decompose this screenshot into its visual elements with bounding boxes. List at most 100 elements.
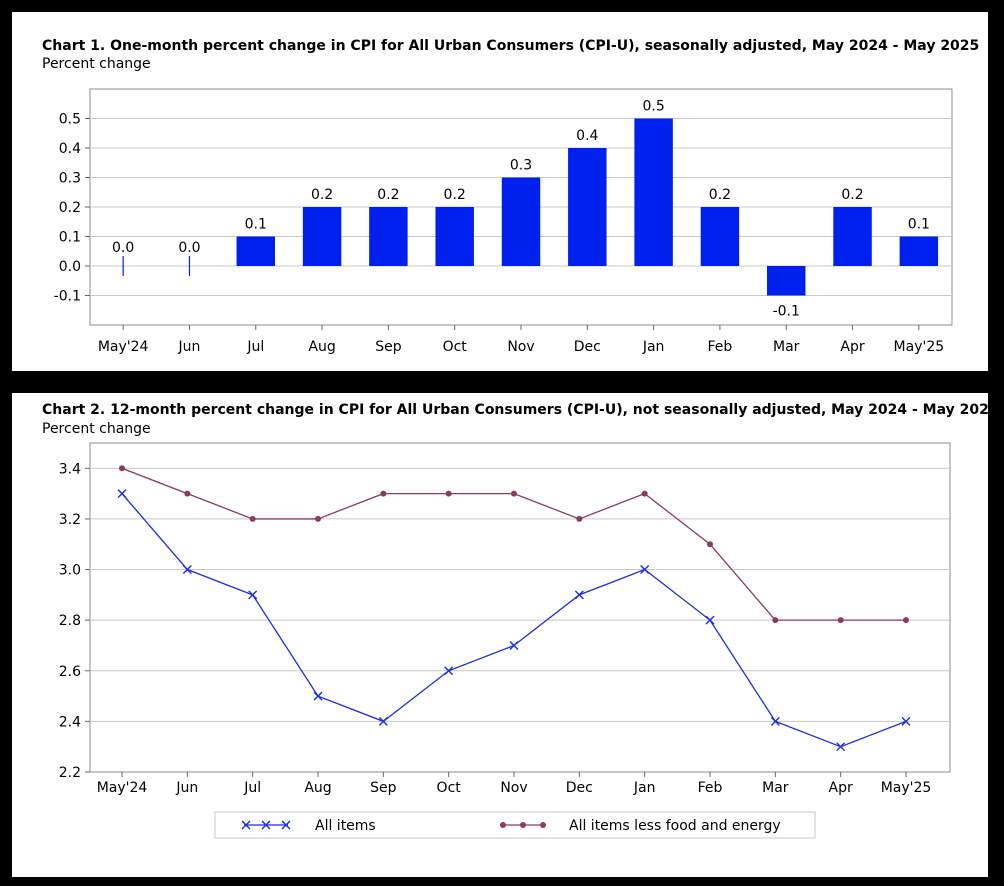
chart2-point-all-items-stroke (640, 565, 650, 575)
chart1-data-label: 0.5 (642, 99, 664, 115)
chart1-x-tick-label: Dec (574, 339, 601, 355)
chart1-data-label: 0.1 (908, 217, 930, 233)
chart2-y-tick-label: 2.4 (59, 714, 81, 730)
chart2-legend-marker-all-items (241, 820, 251, 830)
chart2-point-all-items (117, 489, 127, 499)
chart2-subtitle: Percent change (42, 421, 151, 437)
chart1-svg: -0.1 0.0 0.1 0.2 0.3 0.4 0.5 May'24 Jun Jul Aug Sep… (54, 88, 953, 355)
chart2-legend-label-all-items: All items (315, 818, 376, 834)
chart2-point-all-items (378, 716, 388, 726)
chart2-point-all-items-stroke (182, 565, 192, 575)
chart1-x-tick-label: Jul (246, 339, 264, 355)
chart1-bar (302, 207, 342, 266)
chart2-point-core (445, 490, 452, 497)
chart2-x-tick-label: Aug (304, 780, 331, 796)
chart2-y-tick-label: 2.6 (59, 664, 81, 680)
chart2-x-tick-label: Sep (370, 780, 397, 796)
chart1-y-tick-label: 0.0 (59, 259, 81, 275)
chart2-legend-marker-core (520, 822, 526, 828)
chart2-point-core (837, 617, 844, 624)
chart1-bar (767, 266, 806, 296)
chart1-y-tick-label: 0.4 (59, 141, 81, 157)
chart2-point-all-items-stroke (705, 615, 715, 625)
chart1-data-label: 0.2 (444, 187, 466, 203)
chart2-point-all-items (836, 742, 846, 752)
chart2-point-all-items (248, 590, 258, 600)
chart1-title: Chart 1. One-month percent change in CPI… (42, 38, 980, 54)
chart1-y-tick-label: 0.3 (59, 171, 81, 187)
chart2-x-tick-label: Jan (633, 780, 656, 796)
chart2-point-core (707, 541, 713, 548)
chart2-y-tick-label: 3.0 (59, 563, 81, 579)
chart2-legend-marker-core (540, 822, 546, 828)
chart2-x-tick-label: Nov (500, 780, 527, 796)
chart2-x-tick-label: Mar (762, 780, 789, 796)
chart2-point-all-items (574, 590, 584, 600)
chart2-x-tick-label: Apr (829, 780, 853, 796)
chart2-x-tick-label: Jun (175, 780, 198, 796)
chart1-x-tick-label: Jun (178, 339, 201, 355)
chart1-x-tick-label: Apr (840, 339, 864, 355)
chart2-point-all-items (444, 666, 454, 676)
chart2-point-all-items-stroke (378, 716, 388, 726)
chart1-bar (369, 207, 408, 266)
chart2-legend-marker-core (500, 822, 506, 828)
chart2-point-core (249, 515, 256, 522)
chart2-point-core (184, 490, 191, 497)
chart2-x-tick-label: May'24 (97, 780, 148, 796)
chart2-point-core (772, 617, 779, 624)
chart2-point-core (903, 617, 909, 624)
chart1-x-tick-label: Aug (308, 339, 335, 355)
chart1-x-tick-label: Nov (507, 339, 534, 355)
chart2-point-all-items (509, 640, 519, 650)
chart2-x-tick-label: Feb (698, 780, 723, 796)
chart2-legend-label-core: All items less food and energy (569, 818, 781, 834)
chart2-point-core (641, 490, 648, 497)
chart1-subtitle: Percent change (42, 56, 151, 72)
chart2-point-all-items (705, 615, 715, 625)
chart2-x-tick-label: May'25 (881, 780, 932, 796)
chart2-y-tick-label: 2.8 (59, 613, 81, 629)
chart1-y-tick-label: 0.1 (59, 230, 81, 246)
chart1-x-tick-label: Jan (642, 339, 665, 355)
chart1-bar (833, 207, 872, 266)
chart2-point-all-items-stroke (574, 590, 584, 600)
chart1-data-label: -0.1 (773, 304, 800, 320)
chart1-bar (634, 118, 673, 266)
chart2-y-tick-label: 3.4 (59, 461, 81, 477)
chart1-x-tick-label: May'25 (894, 339, 945, 355)
chart2-point-all-items-stroke (770, 716, 780, 726)
chart2-point-all-items-stroke (444, 666, 454, 676)
chart2-point-core (380, 490, 387, 497)
chart2-point-all-items (182, 565, 192, 575)
chart2-point-all-items-stroke (117, 489, 127, 499)
chart1-data-label: 0.1 (245, 217, 267, 233)
chart2-point-all-items (901, 716, 911, 726)
chart2-point-all-items (640, 565, 650, 575)
chart2-legend-marker-all-items-stroke (241, 820, 251, 830)
chart2-legend-marker-all-items (281, 820, 291, 830)
chart2-point-all-items-stroke (901, 716, 911, 726)
chart2-svg: 2.2 2.4 2.6 2.8 3.0 3.2 3.4 May'24 Jun Jul Aug Sep O… (59, 442, 951, 839)
chart2-title: Chart 2. 12-month percent change in CPI … (42, 402, 999, 418)
chart2-x-tick-label: Jul (243, 780, 261, 796)
chart2-point-all-items (313, 691, 323, 701)
chart1-data-label: 0.2 (709, 187, 731, 203)
chart1-bar (899, 236, 939, 266)
chart1-y-tick-label: 0.2 (59, 200, 81, 216)
chart1-x-tick-label: Sep (375, 339, 402, 355)
chart2-legend-marker-all-items (261, 820, 271, 830)
chart2-legend-marker-all-items-stroke (281, 820, 291, 830)
chart1-data-label: 0.2 (311, 187, 333, 203)
chart1-x-tick-label: Oct (443, 339, 468, 355)
chart1-y-tick-label: 0.5 (59, 112, 81, 128)
chart2-point-core (315, 515, 321, 522)
chart1-x-tick-label: May'24 (98, 339, 149, 355)
chart2-point-core (511, 490, 517, 497)
chart1-data-label: 0.2 (841, 187, 863, 203)
chart2-point-core (576, 515, 583, 522)
chart1-y-tick-label: -0.1 (54, 289, 81, 305)
chart2-legend-marker-all-items-stroke (261, 820, 271, 830)
chart1-x-tick-label: Feb (708, 339, 733, 355)
chart1-bar (700, 207, 740, 266)
